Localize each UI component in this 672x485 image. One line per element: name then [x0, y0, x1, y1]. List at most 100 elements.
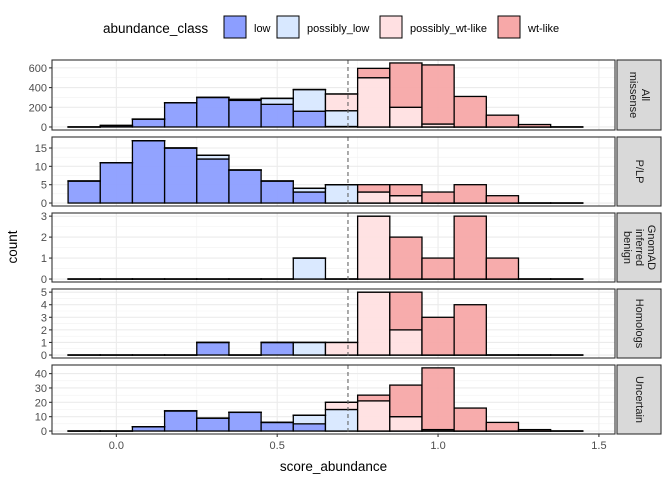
- bar-wt-like: [422, 368, 454, 430]
- y-tick-label: 20: [35, 397, 47, 409]
- bar-possibly_wt-like: [390, 107, 422, 127]
- bar-possibly_wt-like: [358, 78, 390, 127]
- bar-low: [293, 424, 325, 431]
- y-tick-label: 2: [41, 232, 47, 244]
- facet-strip-label: Uncertain: [633, 376, 645, 423]
- legend-key-wt-like: [498, 16, 520, 38]
- bar-wt-like: [454, 305, 486, 355]
- bar-possibly_low: [293, 258, 325, 279]
- bar-wt-like: [422, 65, 454, 124]
- y-tick-label: 0: [41, 426, 47, 438]
- bar-possibly_wt-like: [390, 417, 422, 431]
- legend-label-possibly_wt-like: possibly_wt-like: [410, 23, 487, 35]
- bar-possibly_wt-like: [390, 330, 422, 355]
- x-tick-label: 1.0: [430, 440, 445, 452]
- bar-low: [261, 104, 293, 127]
- facet-strip-label: benign: [621, 231, 633, 264]
- facet-strip-label: inferred: [633, 229, 645, 266]
- y-tick-label: 200: [29, 102, 47, 114]
- facet-strip-label: P/LP: [633, 160, 645, 184]
- bar-possibly_low: [293, 90, 325, 112]
- y-tick-label: 40: [35, 369, 47, 381]
- facet-strip-label: All: [639, 89, 651, 101]
- bar-possibly_low: [325, 111, 357, 127]
- bar-low: [100, 163, 132, 203]
- legend-label-wt-like: wt-like: [527, 23, 559, 35]
- bar-possibly_low: [325, 185, 357, 203]
- y-tick-label: 4: [41, 300, 47, 312]
- bar-wt-like: [358, 68, 390, 77]
- bar-wt-like: [454, 185, 486, 203]
- bar-possibly_wt-like: [325, 94, 357, 111]
- bar-wt-like: [390, 292, 422, 330]
- bar-low: [229, 412, 261, 431]
- bar-wt-like: [486, 196, 518, 203]
- bar-low: [197, 97, 229, 127]
- bar-low: [165, 148, 197, 203]
- bar-low: [261, 181, 293, 203]
- bar-possibly_low: [325, 409, 357, 431]
- y-tick-label: 0: [41, 122, 47, 134]
- bar-wt-like: [518, 125, 550, 127]
- y-tick-label: 10: [35, 161, 47, 173]
- bar-possibly_wt-like: [358, 401, 390, 431]
- bar-possibly_wt-like: [358, 292, 390, 355]
- bar-low: [165, 411, 197, 431]
- bar-low: [68, 181, 100, 203]
- bar-low: [229, 170, 261, 203]
- bar-wt-like: [390, 63, 422, 107]
- y-tick-label: 600: [29, 63, 47, 75]
- bar-wt-like: [358, 395, 390, 401]
- x-axis-title: score_abundance: [280, 459, 387, 474]
- bar-wt-like: [390, 237, 422, 279]
- y-tick-label: 10: [35, 412, 47, 424]
- bar-low: [197, 418, 229, 431]
- bar-low: [165, 103, 197, 127]
- bar-low: [132, 141, 164, 203]
- bar-wt-like: [358, 185, 390, 192]
- y-tick-label: 1: [41, 337, 47, 349]
- bar-wt-like: [390, 185, 422, 196]
- x-tick-label: 1.5: [591, 440, 606, 452]
- y-tick-label: 5: [41, 180, 47, 192]
- bar-wt-like: [486, 115, 518, 127]
- bar-low: [261, 422, 293, 431]
- bar-possibly_wt-like: [358, 216, 390, 279]
- y-tick-label: 1: [41, 253, 47, 265]
- bar-low: [132, 119, 164, 127]
- y-tick-label: 3: [41, 312, 47, 324]
- y-tick-label: 30: [35, 383, 47, 395]
- bar-wt-like: [390, 385, 422, 417]
- bar-wt-like: [422, 192, 454, 203]
- y-tick-label: 2: [41, 325, 47, 337]
- legend-title: abundance_class: [103, 21, 208, 36]
- bar-low: [293, 192, 325, 203]
- y-tick-label: 0: [41, 198, 47, 210]
- bar-low: [229, 100, 261, 127]
- bar-wt-like: [422, 258, 454, 279]
- bar-possibly_wt-like: [390, 196, 422, 203]
- bar-wt-like: [454, 96, 486, 127]
- x-tick-label: 0.5: [270, 440, 285, 452]
- bar-wt-like: [518, 430, 550, 431]
- bar-low: [293, 111, 325, 127]
- bar-possibly_low: [261, 98, 293, 104]
- bar-wt-like: [486, 258, 518, 279]
- bar-low: [197, 342, 229, 355]
- y-tick-label: 0: [41, 274, 47, 286]
- legend-key-possibly_wt-like: [380, 16, 402, 38]
- y-tick-label: 5: [41, 287, 47, 299]
- y-tick-label: 0: [41, 350, 47, 362]
- legend-key-possibly_low: [277, 16, 299, 38]
- bar-possibly_wt-like: [358, 192, 390, 203]
- legend-label-low: low: [254, 23, 271, 35]
- facet-strip-label: missense: [627, 72, 639, 118]
- y-tick-label: 400: [29, 83, 47, 95]
- bar-possibly_low: [293, 342, 325, 355]
- bar-low: [197, 159, 229, 203]
- legend-label-possibly_low: possibly_low: [307, 23, 369, 35]
- facet-strip-label: Homologs: [633, 299, 645, 349]
- y-axis-title: count: [5, 230, 20, 263]
